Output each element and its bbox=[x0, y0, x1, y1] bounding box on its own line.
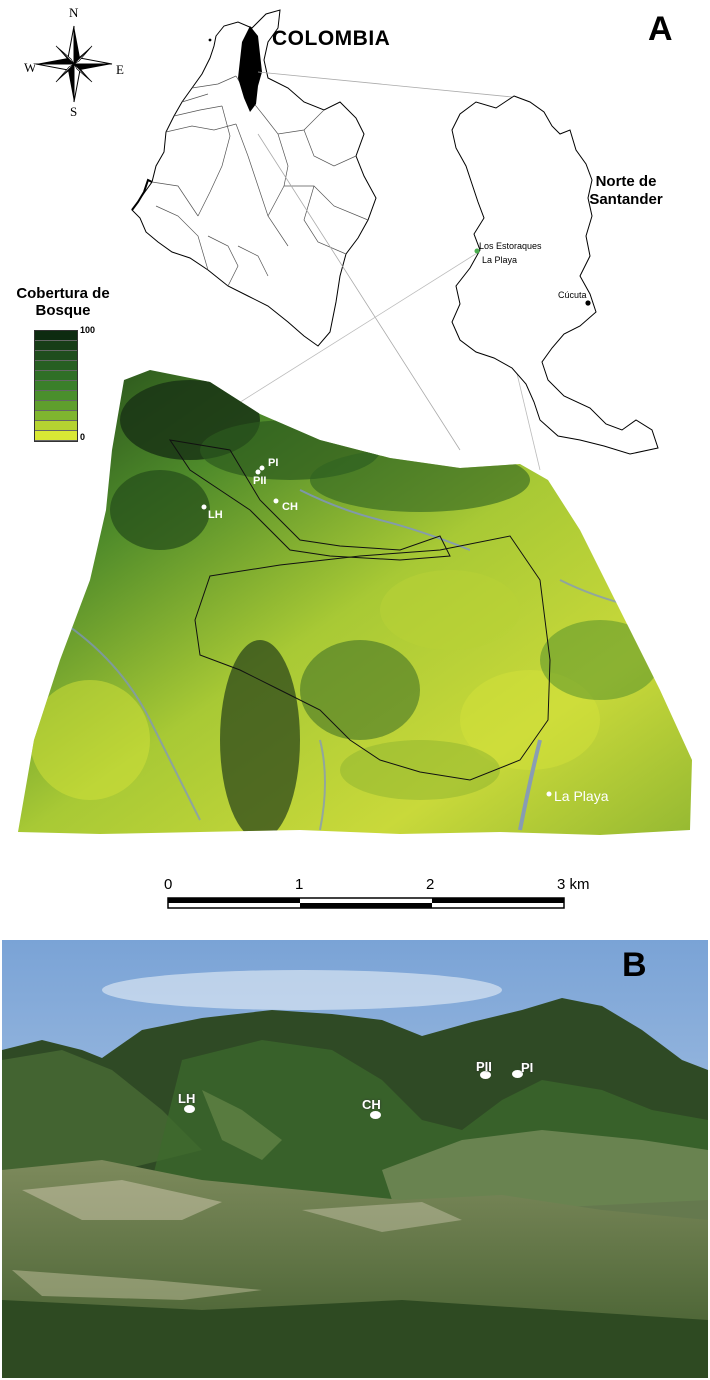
legend-swatch bbox=[35, 421, 77, 431]
department-title-line2: Santander bbox=[589, 191, 663, 208]
site-lh-label: LH bbox=[208, 509, 223, 521]
legend-swatch bbox=[35, 371, 77, 381]
legend-swatch bbox=[35, 401, 77, 411]
legend-swatch bbox=[35, 351, 77, 361]
los-estoraques-label: Los Estoraques bbox=[479, 241, 542, 251]
legend-swatch bbox=[35, 341, 77, 351]
compass-east-label: E bbox=[116, 62, 124, 77]
legend-title-line1: Cobertura de bbox=[16, 285, 110, 302]
department-title: Norte de Santander bbox=[570, 173, 682, 209]
legend-swatch bbox=[35, 411, 77, 421]
panel-a: N S E W COLOMBIA A Norte de Santander Lo… bbox=[8, 5, 692, 909]
scale-tick-2: 2 bbox=[426, 876, 435, 893]
legend-swatch bbox=[35, 381, 77, 391]
legend-swatch bbox=[35, 391, 77, 401]
compass-rose: N S E W bbox=[22, 5, 130, 120]
photo-site-pii-marker bbox=[480, 1071, 491, 1079]
panel-a-letter: A bbox=[648, 10, 673, 48]
la-playa-terrain-label: La Playa bbox=[554, 788, 609, 804]
colombia-map bbox=[131, 9, 377, 347]
compass-south-label: S bbox=[70, 104, 78, 119]
photo-site-lh-label: LH bbox=[178, 1091, 196, 1106]
legend-max-label: 100 bbox=[80, 325, 96, 335]
norte-de-santander-map bbox=[451, 95, 659, 455]
country-title: COLOMBIA bbox=[272, 27, 391, 50]
cucuta-label: Cúcuta bbox=[558, 290, 587, 300]
department-title-line1: Norte de bbox=[595, 173, 657, 190]
legend-color-ramp bbox=[34, 330, 78, 442]
legend-swatch bbox=[35, 331, 77, 341]
site-ch-label: CH bbox=[282, 501, 298, 513]
photo-site-ch-marker bbox=[370, 1111, 381, 1119]
scale-tick-0: 0 bbox=[164, 876, 173, 893]
legend-swatch bbox=[35, 431, 77, 441]
compass-north-label: N bbox=[69, 5, 79, 20]
compass-west-label: W bbox=[24, 60, 37, 75]
legend-min-label: 0 bbox=[80, 432, 86, 442]
compass-icon bbox=[35, 25, 113, 103]
photo-site-pii-label: PII bbox=[476, 1059, 492, 1074]
scale-bar bbox=[167, 897, 565, 909]
legend-title: Cobertura de Bosque bbox=[8, 285, 118, 319]
panel-b-letter: B bbox=[622, 946, 647, 984]
legend-swatch bbox=[35, 361, 77, 371]
photo-site-pi-marker bbox=[512, 1070, 523, 1078]
la-playa-inset-label: La Playa bbox=[482, 255, 518, 265]
site-pi-label: PI bbox=[268, 457, 279, 469]
photo-site-ch-label: CH bbox=[362, 1097, 381, 1112]
photo-site-pi-label: PI bbox=[521, 1060, 534, 1075]
scale-tick-1: 1 bbox=[295, 876, 304, 893]
site-pii-label: PII bbox=[253, 475, 267, 487]
scale-tick-3: 3 km bbox=[557, 876, 590, 893]
legend-title-line2: Bosque bbox=[35, 302, 91, 319]
terrain-3d-model bbox=[18, 370, 692, 835]
landscape-photo bbox=[2, 940, 708, 1378]
photo-site-lh-marker bbox=[184, 1105, 195, 1113]
panel-b-photo: B LH CH PII PI bbox=[2, 940, 708, 1378]
